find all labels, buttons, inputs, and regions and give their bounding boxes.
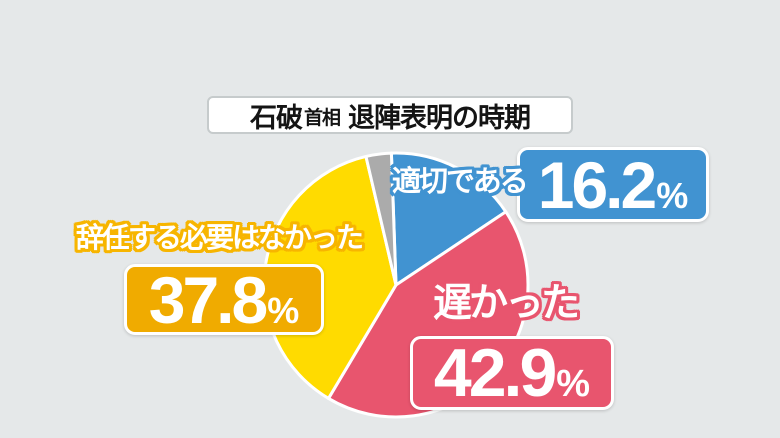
chart-title-box: 石破 首相 退陣表明の時期 — [207, 96, 573, 134]
title-subject: 退陣表明の時期 — [348, 102, 531, 133]
pie-slice-appropriate — [389, 151, 508, 287]
label-too-late: 遅かった — [433, 282, 580, 325]
title-honorific: 首相 — [303, 108, 341, 129]
value-box-too-late: 42.9% — [410, 336, 614, 410]
pie-slice-other — [364, 151, 398, 287]
value-too-late: 42.9% — [433, 335, 591, 411]
value-no-need: 37.8% — [148, 262, 300, 337]
value-box-appropriate: 16.2% — [517, 147, 709, 222]
label-no-need: 辞任する必要はなかった — [76, 222, 364, 253]
title-pm-name: 石破 — [249, 102, 303, 133]
value-appropriate: 16.2% — [537, 147, 689, 222]
label-appropriate: 適切である — [392, 166, 529, 198]
value-box-no-need: 37.8% — [124, 264, 324, 335]
